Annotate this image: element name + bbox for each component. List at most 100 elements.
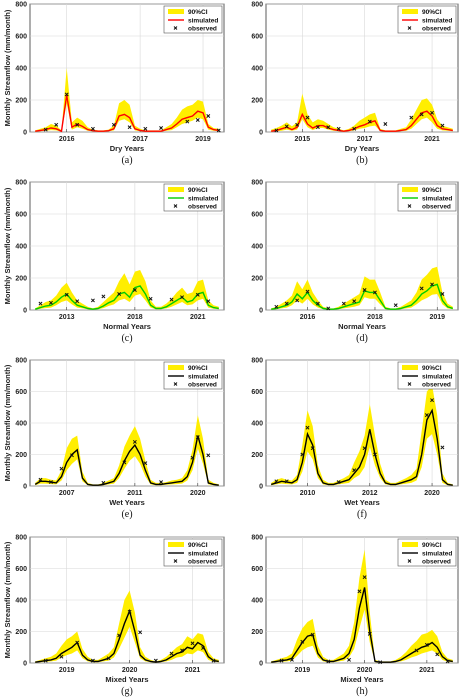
legend-label: simulated bbox=[422, 18, 452, 25]
observed-point bbox=[195, 435, 200, 440]
legend-label: 90%CI bbox=[422, 365, 442, 372]
observed-point bbox=[49, 480, 53, 485]
y-tick-label: 800 bbox=[251, 535, 263, 542]
x-tick-label: 2021 bbox=[185, 667, 201, 674]
ci-band bbox=[271, 266, 453, 310]
x-tick-label: 2020 bbox=[357, 667, 373, 674]
y-tick-label: 600 bbox=[251, 566, 263, 573]
legend-ci-swatch bbox=[168, 542, 184, 547]
legend-ci-swatch bbox=[168, 9, 184, 14]
observed-point bbox=[117, 633, 122, 638]
observed-point bbox=[201, 646, 205, 650]
y-tick-label: 400 bbox=[15, 244, 27, 251]
x-axis-label: Normal Years bbox=[338, 322, 386, 331]
observed-point bbox=[111, 122, 116, 127]
observed-point bbox=[180, 648, 185, 653]
y-tick-label: 400 bbox=[251, 244, 263, 251]
legend-obs-swatch bbox=[407, 382, 412, 386]
observed-point bbox=[64, 92, 69, 97]
legend-label: observed bbox=[188, 204, 217, 211]
x-tick-label: 2007 bbox=[59, 490, 75, 497]
observed-point bbox=[367, 631, 372, 636]
y-tick-label: 400 bbox=[251, 66, 263, 73]
observed-point bbox=[153, 658, 158, 663]
y-tick-label: 600 bbox=[251, 212, 263, 219]
observed-point bbox=[190, 641, 195, 646]
y-tick-label: 0 bbox=[23, 308, 27, 315]
observed-point bbox=[90, 126, 95, 131]
simulated-line bbox=[271, 110, 453, 132]
x-tick-label: 2019 bbox=[59, 667, 75, 674]
observed-point bbox=[315, 125, 320, 130]
legend-ci-swatch bbox=[168, 187, 184, 192]
y-tick-label: 600 bbox=[15, 212, 27, 219]
y-axis-label: Monthly Streamflow (mm/month) bbox=[3, 364, 12, 481]
observed-point bbox=[122, 460, 127, 465]
ci-band bbox=[271, 385, 453, 486]
observed-point bbox=[38, 477, 43, 482]
observed-point bbox=[305, 115, 310, 120]
observed-point bbox=[336, 126, 341, 131]
panel-letter: (d) bbox=[356, 333, 368, 344]
y-tick-label: 800 bbox=[251, 180, 263, 187]
legend-obs-swatch bbox=[407, 559, 412, 563]
observed-point bbox=[336, 480, 341, 485]
legend-label: observed bbox=[188, 26, 217, 33]
observed-point bbox=[352, 299, 357, 304]
observed-point bbox=[373, 452, 377, 457]
observed-point bbox=[106, 656, 111, 661]
panel-g: 0 200 400 600 800 2019 2020 2021 90%CI simulatedo… bbox=[3, 535, 225, 697]
x-tick-label: 2016 bbox=[300, 314, 316, 321]
observed-point bbox=[284, 124, 289, 129]
y-tick-label: 400 bbox=[15, 598, 27, 605]
observed-point bbox=[445, 659, 450, 664]
y-tick-label: 600 bbox=[251, 34, 263, 41]
x-tick-label: 2018 bbox=[127, 314, 143, 321]
observed-point bbox=[75, 122, 80, 127]
y-tick-label: 200 bbox=[251, 276, 263, 283]
y-tick-label: 200 bbox=[251, 98, 263, 105]
observed-point bbox=[216, 128, 221, 133]
observed-point bbox=[419, 112, 424, 117]
simulated-line bbox=[271, 283, 454, 310]
observed-point bbox=[211, 658, 216, 663]
legend-label: observed bbox=[422, 382, 451, 389]
observed-point bbox=[352, 468, 357, 473]
observed-point bbox=[414, 648, 419, 653]
observed-point bbox=[435, 652, 440, 657]
observed-point bbox=[132, 288, 137, 292]
panel-letter: (b) bbox=[356, 155, 368, 166]
legend-ci-swatch bbox=[402, 187, 418, 192]
observed-point bbox=[132, 439, 137, 444]
y-tick-label: 200 bbox=[15, 452, 27, 459]
observed-point bbox=[43, 127, 48, 132]
y-tick-label: 800 bbox=[251, 2, 263, 9]
observed-point bbox=[206, 114, 211, 118]
x-tick-label: 2012 bbox=[362, 490, 378, 497]
observed-point bbox=[326, 659, 331, 664]
observed-point bbox=[440, 123, 445, 128]
y-tick-label: 0 bbox=[23, 661, 27, 668]
panel-c: 0 200 400 600 800 2013 2018 2021 90%CI simulatedo… bbox=[3, 180, 225, 344]
x-axis-label: Mixed Years bbox=[340, 675, 383, 684]
observed-point bbox=[90, 298, 95, 303]
legend-obs-swatch bbox=[173, 26, 178, 30]
y-axis-label: Monthly Streamflow (mm/month) bbox=[3, 541, 12, 658]
observed-point bbox=[169, 651, 174, 656]
y-tick-label: 800 bbox=[15, 358, 27, 365]
simulated-line bbox=[271, 587, 453, 663]
observed-point bbox=[138, 630, 143, 635]
observed-point bbox=[284, 479, 289, 484]
legend-obs-swatch bbox=[173, 559, 178, 563]
observed-point bbox=[195, 118, 200, 122]
observed-point bbox=[190, 455, 195, 460]
observed-point bbox=[284, 301, 289, 306]
y-tick-label: 200 bbox=[251, 629, 263, 636]
simulated-line bbox=[35, 95, 219, 133]
simulated-line bbox=[271, 408, 453, 486]
x-tick-label: 2020 bbox=[424, 490, 440, 497]
